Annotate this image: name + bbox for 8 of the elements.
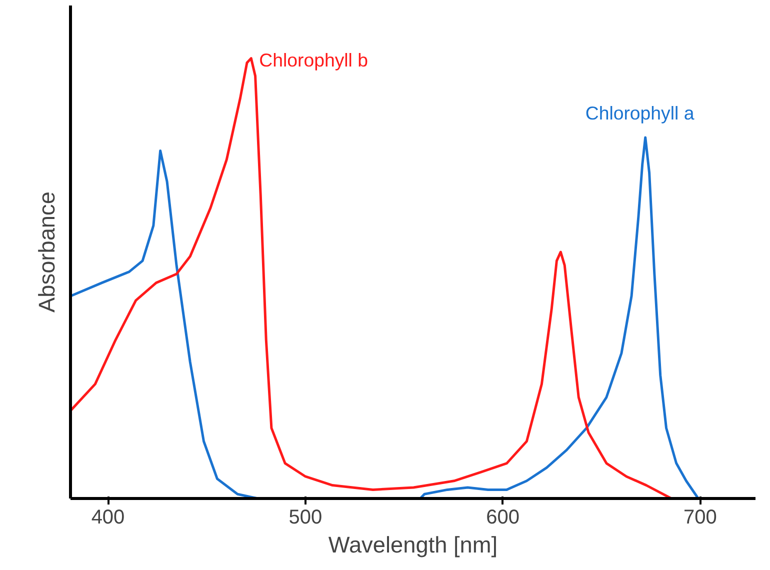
series-label: Chlorophyll b — [259, 49, 368, 70]
x-axis-title: Wavelength [nm] — [328, 532, 498, 558]
x-tick-label: 400 — [91, 506, 125, 528]
x-tick-label: 600 — [486, 506, 520, 528]
x-tick-label: 700 — [684, 506, 717, 528]
x-tick-label: 500 — [288, 506, 322, 528]
series-label: Chlorophyll a — [585, 102, 695, 124]
y-axis-title: Absorbance — [34, 192, 60, 312]
